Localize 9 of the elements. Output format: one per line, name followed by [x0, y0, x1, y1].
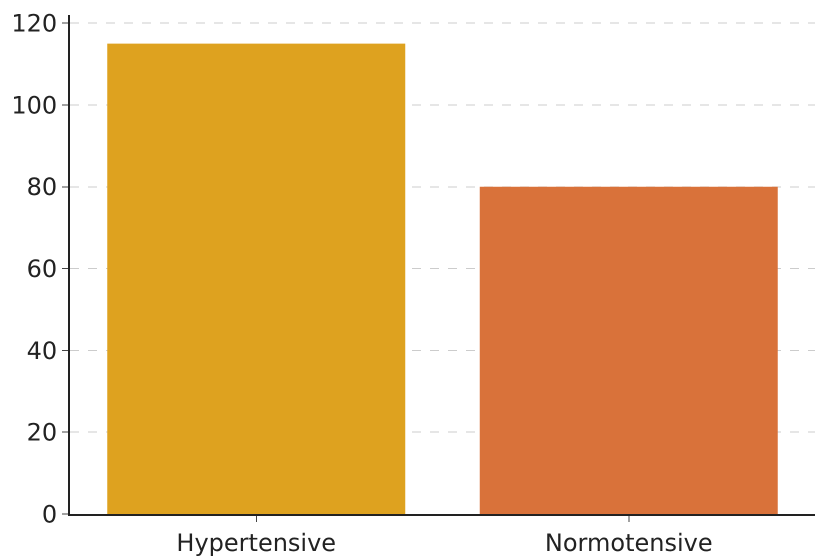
y-tick-label: 120 [11, 10, 58, 38]
y-tick-label: 0 [42, 500, 58, 528]
y-tick-label: 60 [26, 254, 58, 283]
y-tick-label: 40 [26, 336, 58, 365]
y-tick-label: 100 [11, 91, 58, 120]
y-tick-label: 80 [26, 173, 58, 202]
x-tick-label: Hypertensive [176, 528, 336, 557]
x-tick-label: Normotensive [544, 528, 713, 557]
y-tick-label: 20 [26, 418, 58, 447]
